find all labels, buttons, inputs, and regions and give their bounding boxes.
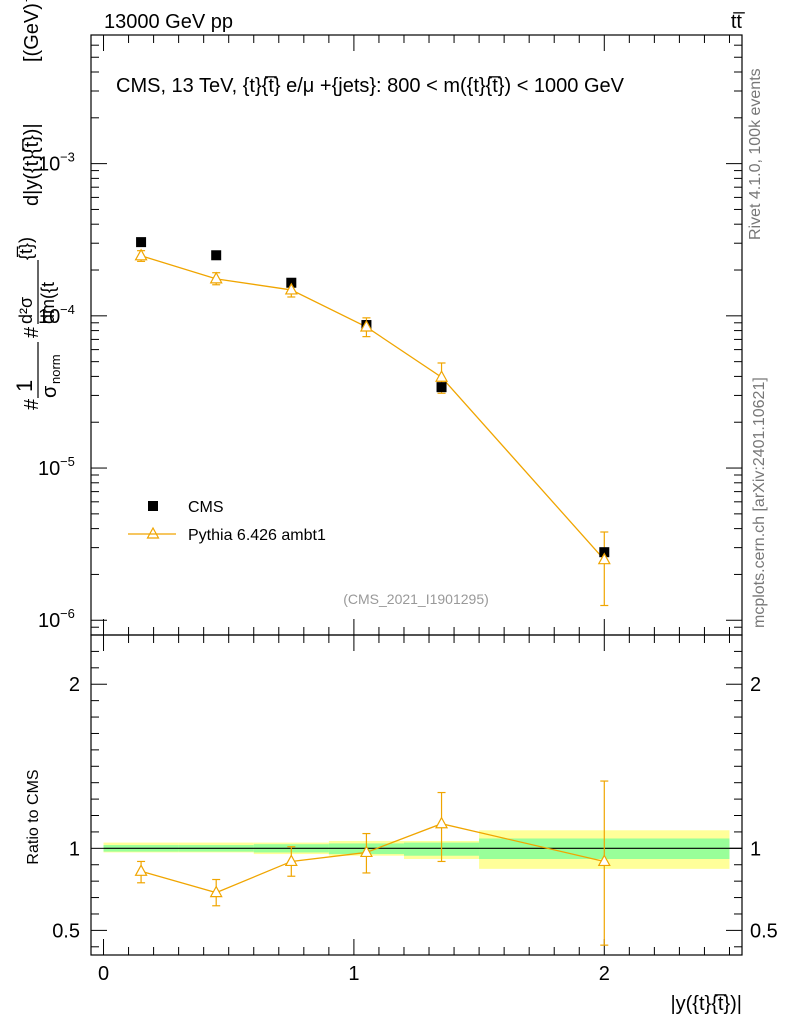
legend-marker-pythia [146,526,160,539]
main-series [134,237,611,607]
mcplots-label: mcplots.cern.ch [arXiv:2401.10621] [751,377,768,628]
cms-point [136,237,147,248]
pythia-point [435,369,449,382]
uncertainty-bands [103,830,742,869]
main-axis-ticks: 10−610−510−410−3 [38,34,742,636]
cms-point [436,382,447,393]
ylabel-unit-exp: -1 [18,0,33,2]
y-tick-label-ratio-left: 0.5 [52,920,80,942]
y-tick-label-ratio-right: 1 [750,838,761,860]
x-tick-label: 0 [98,963,109,985]
y-tick-label-ratio-left: 1 [69,838,80,860]
ylabel-dm: dm({t [38,282,58,324]
legend-marker-cms [148,501,158,511]
header-left: 13000 GeV pp [104,11,233,33]
y-tick-label-exp: −6 [60,606,75,621]
pythia-line [140,255,605,561]
ylabel-sigma: σ [39,385,61,398]
y-tick-label-exp: −4 [60,302,75,317]
ylabel-tbar: {t̅}) [16,237,36,260]
svg-text:#: # [21,398,43,410]
ylabel-dy: d|y({t}{t̅})| [21,123,43,206]
pythia-point [597,552,611,565]
ratio-pythia-line [140,823,605,894]
ratio-series [134,780,611,946]
rivet-label: Rivet 4.1.0, 100k events [747,68,764,240]
x-tick-label: 2 [599,963,610,985]
y-tick-label-ratio-right: 2 [750,674,761,696]
ratio-pythia-point [359,845,373,858]
y-tick-label-ratio-right: 0.5 [750,920,778,942]
ylabel-norm: norm [48,354,63,384]
legend-label-cms: CMS [188,499,224,516]
ratio-plot-frame [90,634,743,956]
ratio-pythia-point [597,854,611,867]
y-tick-label-ratio-left: 2 [69,674,80,696]
cms-point [211,250,222,261]
plot-title: CMS, 13 TeV, {t}{t̅} e/μ +{jets}: 800 < … [116,75,625,97]
cms-point [599,547,610,558]
y-tick-label-main: 10 [38,458,60,480]
pythia-point [209,271,223,284]
ylabel-one: 1 [12,380,37,392]
ratio-pythia-point [284,854,298,867]
y-tick-label-main: 10 [38,306,60,328]
ratio-pythia-point [435,816,449,829]
ylabel-hash-2: # [21,326,43,338]
ratio-y-axis-label: Ratio to CMS [25,769,42,864]
y-tick-label-exp: −3 [60,150,75,165]
ylabel-hash-1: # [21,398,43,410]
y-tick-label-exp: −5 [60,454,75,469]
main-plot-frame [90,34,743,636]
ratio-axis-ticks: 0.5 0.5 1 1 2 2 0 1 2 [52,634,778,985]
ratio-pythia-point [134,864,148,876]
x-axis-label: |y({t}{t̅})| [670,993,742,1015]
ylabel-unit: [(GeV) [21,3,43,62]
ylabel-d2sigma: d²σ [16,297,36,324]
legend-label-pythia: Pythia 6.426 ambt1 [188,527,326,544]
pythia-point [134,248,148,261]
legend: CMS Pythia 6.426 ambt1 [128,499,326,544]
main-y-axis-label: # 1 σ norm # d²σ dm({t {t̅}) d|y({t}{t̅}… [12,0,63,410]
y-tick-label-main: 10 [38,154,60,176]
pythia-point [359,319,373,332]
pythia-point [284,282,298,295]
ratio-pythia-point [209,885,223,898]
y-tick-label-main: 10 [38,610,60,632]
header-right: tt̅ [731,11,745,33]
x-tick-label: 1 [348,963,359,985]
analysis-watermark: (CMS_2021_I1901295) [343,591,489,607]
